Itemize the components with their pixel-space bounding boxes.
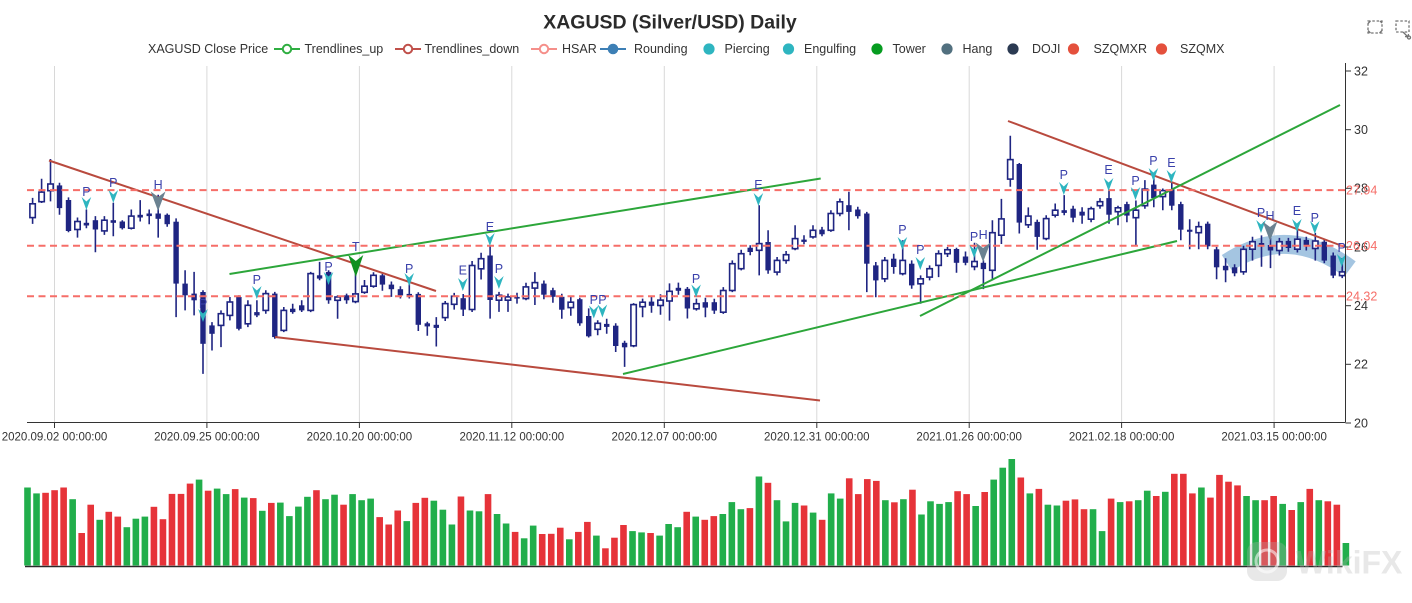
svg-text:H: H: [979, 228, 988, 242]
svg-text:P: P: [109, 176, 117, 190]
svg-text:2020.12.07 00:00:00: 2020.12.07 00:00:00: [612, 432, 718, 444]
svg-text:P: P: [495, 262, 503, 276]
svg-text:2020.10.20 00:00:00: 2020.10.20 00:00:00: [307, 432, 413, 444]
svg-text:P: P: [1060, 168, 1068, 182]
svg-text:H: H: [154, 178, 163, 192]
svg-text:P: P: [590, 293, 598, 307]
svg-text:WikiFX: WikiFX: [1296, 545, 1403, 581]
svg-text:XAGUSD (Silver/USD) Daily: XAGUSD (Silver/USD) Daily: [543, 12, 797, 34]
svg-text:P: P: [405, 262, 413, 276]
svg-text:2021.01.26 00:00:00: 2021.01.26 00:00:00: [916, 432, 1022, 444]
svg-text:SZQMX: SZQMX: [1180, 42, 1225, 56]
svg-text:Trendlines_down: Trendlines_down: [425, 42, 520, 56]
svg-text:26: 26: [1354, 240, 1368, 254]
svg-text:DOJI: DOJI: [1032, 42, 1060, 56]
svg-text:Trendlines_up: Trendlines_up: [305, 42, 384, 56]
svg-text:2020.11.12 00:00:00: 2020.11.12 00:00:00: [459, 432, 564, 444]
svg-text:P: P: [1338, 241, 1346, 255]
svg-text:2021.03.15 00:00:00: 2021.03.15 00:00:00: [1221, 432, 1327, 444]
svg-text:P: P: [82, 185, 90, 199]
svg-text:30: 30: [1354, 123, 1368, 137]
svg-text:P: P: [253, 273, 261, 287]
svg-text:P: P: [692, 272, 700, 286]
svg-text:T: T: [352, 240, 360, 254]
svg-text:P: P: [1149, 154, 1157, 168]
svg-text:2020.09.25 00:00:00: 2020.09.25 00:00:00: [154, 432, 260, 444]
svg-text:E: E: [486, 220, 494, 234]
svg-text:Hang: Hang: [963, 42, 993, 56]
svg-text:27.94: 27.94: [1346, 183, 1377, 197]
svg-text:24.32: 24.32: [1346, 290, 1377, 304]
svg-text:24: 24: [1354, 299, 1368, 313]
svg-text:XAGUSD Close Price: XAGUSD Close Price: [148, 42, 268, 56]
svg-text:32: 32: [1354, 64, 1368, 78]
svg-text:H: H: [1265, 209, 1274, 223]
svg-text:2020.09.02 00:00:00: 2020.09.02 00:00:00: [2, 432, 108, 444]
svg-text:P: P: [324, 260, 332, 274]
svg-text:22: 22: [1354, 358, 1368, 372]
svg-text:E: E: [1167, 156, 1175, 170]
svg-text:Engulfing: Engulfing: [804, 42, 856, 56]
svg-text:2021.02.18 00:00:00: 2021.02.18 00:00:00: [1069, 432, 1175, 444]
svg-text:Tower: Tower: [893, 42, 926, 56]
svg-text:26.04: 26.04: [1346, 239, 1377, 253]
svg-text:P: P: [970, 230, 978, 244]
svg-text:20: 20: [1354, 416, 1368, 430]
svg-text:E: E: [1104, 163, 1112, 177]
svg-text:P: P: [1311, 211, 1319, 225]
svg-text:HSAR: HSAR: [562, 42, 597, 56]
svg-text:P: P: [1131, 174, 1139, 188]
svg-text:E: E: [754, 178, 762, 192]
svg-text:SZQMXR: SZQMXR: [1094, 42, 1147, 56]
svg-text:P: P: [916, 243, 924, 257]
svg-text:2020.12.31 00:00:00: 2020.12.31 00:00:00: [764, 432, 870, 444]
svg-text:P: P: [598, 293, 606, 307]
svg-text:28: 28: [1354, 182, 1368, 196]
svg-text:Piercing: Piercing: [725, 42, 770, 56]
svg-text:Rounding: Rounding: [634, 42, 688, 56]
svg-text:E: E: [459, 264, 467, 278]
svg-text:P: P: [199, 297, 207, 311]
svg-text:P: P: [1257, 206, 1265, 220]
svg-text:P: P: [898, 223, 906, 237]
svg-text:E: E: [1293, 204, 1301, 218]
